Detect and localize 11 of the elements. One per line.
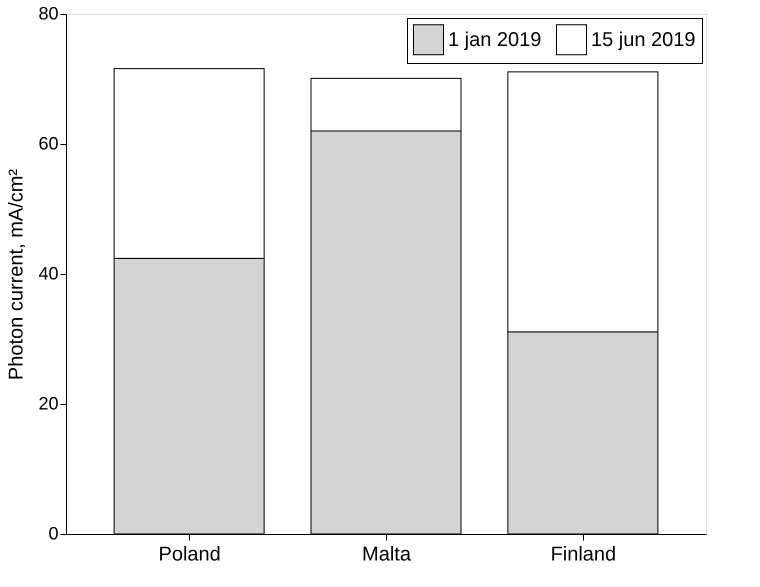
y-tick-label: 80 [38,4,58,24]
y-tick-label: 60 [38,134,58,154]
x-tick-label: Malta [362,544,412,566]
y-tick-label: 0 [48,524,58,544]
y-tick-label: 40 [38,264,58,284]
y-tick-label: 20 [38,394,58,414]
legend-label: 15 jun 2019 [591,28,696,51]
x-tick-label: Poland [158,544,221,566]
legend-label: 1 jan 2019 [448,28,542,51]
x-tick-label: Finland [550,544,616,566]
y-axis-title: Photon current, mA/cm² [5,168,28,380]
